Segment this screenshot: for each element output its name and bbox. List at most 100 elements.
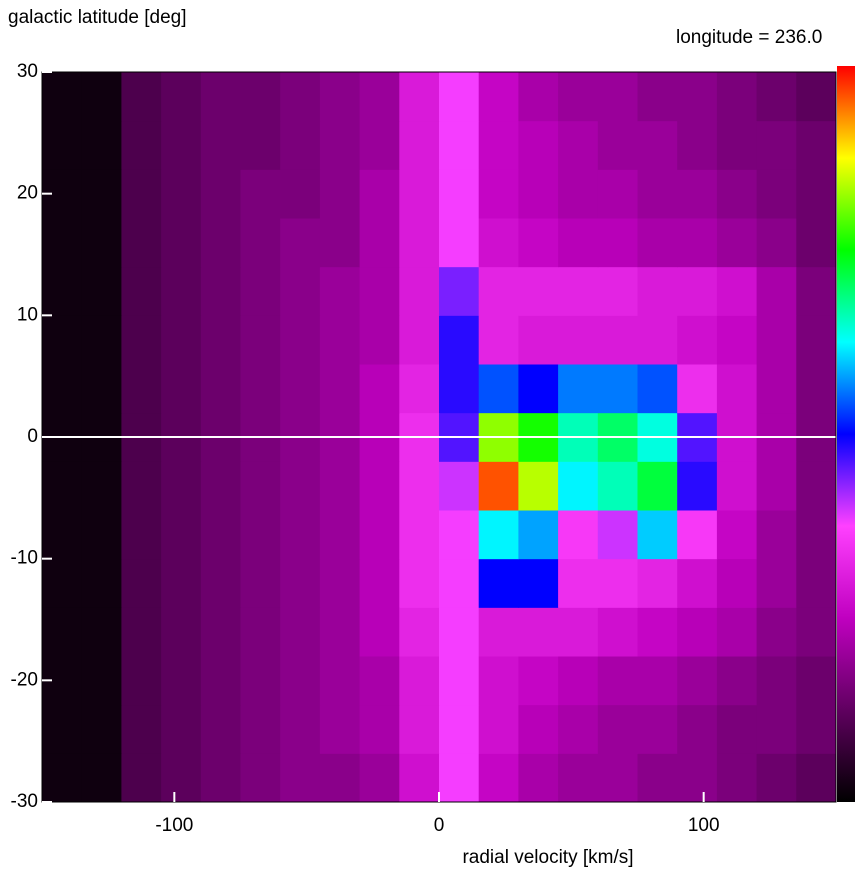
chart-title: longitude = 236.0 <box>676 27 822 48</box>
heatmap-cell <box>399 218 440 268</box>
heatmap-cell <box>319 364 361 414</box>
heatmap-cell <box>81 120 122 170</box>
heatmap-cell <box>42 510 83 560</box>
heatmap-cell <box>161 510 202 560</box>
heatmap-cell <box>597 461 638 511</box>
heatmap-cell <box>42 218 83 268</box>
heatmap-cell <box>81 461 122 511</box>
heatmap-cell <box>240 315 281 365</box>
heatmap-cell <box>200 704 241 754</box>
y-tick-label: 0 <box>27 426 38 447</box>
heatmap-cell <box>121 607 162 657</box>
heatmap-cell <box>637 461 678 511</box>
heatmap-cell <box>200 72 241 122</box>
heatmap-cell <box>359 120 400 170</box>
heatmap-cell <box>81 315 122 365</box>
heatmap-cell <box>518 461 559 511</box>
heatmap-cell <box>359 558 400 608</box>
heatmap-cell <box>518 364 559 414</box>
heatmap-cell <box>399 315 440 365</box>
heatmap-cell <box>359 72 400 122</box>
heatmap-cell <box>240 510 281 560</box>
y-tick-label: 30 <box>17 61 38 82</box>
heatmap-cell <box>518 169 559 219</box>
heatmap-cell <box>637 753 678 803</box>
heatmap-cell <box>359 461 400 511</box>
heatmap-cell <box>121 656 162 706</box>
heatmap-cell <box>81 72 122 122</box>
heatmap-cell <box>558 120 599 170</box>
heatmap-cell <box>399 607 440 657</box>
heatmap-cell <box>319 607 361 657</box>
heatmap-cell <box>359 607 400 657</box>
heatmap-cell <box>518 218 559 268</box>
heatmap-cell <box>558 510 599 560</box>
heatmap-cell <box>42 558 83 608</box>
heatmap-cell <box>240 607 281 657</box>
heatmap-cell <box>42 266 83 316</box>
heatmap-cell <box>42 364 83 414</box>
heatmap-cell <box>439 169 480 219</box>
heatmap-cell <box>280 461 321 511</box>
heatmap-cell <box>439 656 480 706</box>
heatmap-cell <box>756 364 797 414</box>
heatmap-cell <box>240 169 281 219</box>
heatmap-cell <box>200 266 241 316</box>
heatmap-cell <box>200 607 241 657</box>
heatmap-cell <box>677 461 718 511</box>
heatmap-cell <box>359 169 400 219</box>
heatmap-cell <box>399 558 440 608</box>
heatmap-cell <box>478 120 519 170</box>
heatmap-cell <box>756 704 797 754</box>
heatmap-cell <box>756 753 797 803</box>
heatmap-cell <box>597 510 638 560</box>
heatmap-cell <box>161 704 202 754</box>
heatmap-cell <box>677 218 718 268</box>
heatmap-cell <box>121 461 162 511</box>
heatmap-cell <box>597 753 638 803</box>
heatmap-cell <box>81 656 122 706</box>
heatmap-cell <box>677 120 718 170</box>
heatmap-cell <box>756 72 797 122</box>
heatmap-cell <box>81 364 122 414</box>
heatmap-cell <box>478 656 519 706</box>
heatmap-cell <box>399 656 440 706</box>
heatmap-cell <box>478 704 519 754</box>
heatmap-cell <box>161 558 202 608</box>
heatmap-cell <box>319 315 361 365</box>
y-tick-label: 20 <box>17 183 38 204</box>
heatmap-cell <box>240 120 281 170</box>
heatmap-cell <box>200 558 241 608</box>
heatmap-cell <box>359 266 400 316</box>
heatmap-cell <box>359 218 400 268</box>
heatmap-cell <box>121 558 162 608</box>
x-tick-label: 0 <box>434 815 445 836</box>
y-tick-label: 10 <box>17 304 38 325</box>
heatmap-cell <box>161 315 202 365</box>
heatmap-cell <box>597 315 638 365</box>
heatmap-cell <box>280 558 321 608</box>
heatmap-cell <box>597 656 638 706</box>
heatmap-cell <box>42 72 83 122</box>
heatmap-cell <box>558 558 599 608</box>
heatmap-cell <box>200 120 241 170</box>
heatmap-cell <box>637 364 678 414</box>
heatmap-cell <box>359 315 400 365</box>
colorbar <box>837 66 855 802</box>
heatmap-cell <box>359 510 400 560</box>
heatmap-cell <box>558 266 599 316</box>
heatmap-cell <box>161 169 202 219</box>
heatmap-cell <box>121 266 162 316</box>
heatmap-cell <box>81 510 122 560</box>
heatmap-cell <box>478 266 519 316</box>
heatmap-cell <box>756 558 797 608</box>
heatmap-cell <box>756 120 797 170</box>
heatmap-cell <box>240 753 281 803</box>
heatmap-cell <box>677 656 718 706</box>
heatmap-cell <box>637 218 678 268</box>
heatmap-cell <box>716 266 758 316</box>
heatmap-cell <box>478 607 519 657</box>
heatmap-cell <box>319 169 361 219</box>
heatmap-cell <box>478 169 519 219</box>
